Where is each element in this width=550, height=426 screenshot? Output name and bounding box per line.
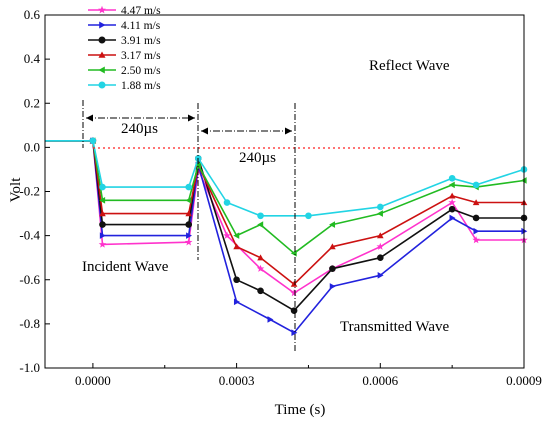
legend-swatch-marker: [99, 21, 106, 29]
reference-lines: [82, 100, 460, 352]
legend-swatch-marker: [98, 81, 106, 89]
series-5-point: [377, 210, 383, 217]
annotation-240us-2: 240µs: [239, 150, 276, 166]
series-4-point: [377, 232, 384, 239]
series-5-point: [448, 181, 455, 189]
series-3-point: [290, 307, 298, 314]
series-4-point: [257, 254, 264, 261]
series-6-point: [305, 212, 312, 220]
series-5-point: [233, 232, 240, 239]
series-5-point: [194, 161, 201, 169]
y-axis-title: Volt: [8, 177, 24, 203]
series-5-point: [99, 197, 106, 204]
series-6-point: [377, 203, 384, 211]
annotation-transmitted-wave: Transmitted Wave: [340, 319, 450, 335]
legend-label: 4.11 m/s: [121, 20, 161, 32]
series-5-point: [257, 221, 264, 228]
series-2-point: [329, 283, 336, 290]
series-1-point: [184, 238, 193, 246]
series-4-point: [185, 210, 192, 217]
series-3-point: [233, 276, 240, 284]
series-2-point: [186, 232, 192, 239]
series-4-point: [448, 192, 456, 199]
axes: [44, 14, 525, 369]
series-6-point: [185, 183, 192, 191]
series-5-point: [185, 197, 192, 204]
y-tick-label: -0.6: [19, 272, 40, 287]
series-4-point: [233, 243, 240, 250]
series-1-point: [223, 231, 231, 239]
series-6-point: [99, 183, 106, 191]
y-tick-label: 0.6: [24, 7, 41, 22]
ticks: 0.0000 0.0003 0.0006 0.0009 -1.0 -0.8 -0.6 -0.4…: [19, 7, 541, 388]
series-1-point: [256, 264, 265, 272]
arrowhead-240-2-right: [285, 127, 292, 135]
series-3-point: [99, 221, 106, 228]
x-tick-label: 0.0009: [506, 373, 542, 388]
series-2-point: [449, 214, 456, 222]
y-tick-label: 0.2: [24, 95, 40, 110]
series-1-point: [376, 242, 385, 250]
series-3-point: [448, 205, 456, 213]
y-tick-label: -1.0: [19, 360, 40, 375]
arrowhead-240-1-left: [86, 114, 93, 122]
legend-swatch-marker: [98, 5, 106, 14]
legend-label: 4.47 m/s: [121, 5, 161, 17]
arrowhead-240-1-right: [188, 114, 195, 122]
annotation-incident-wave: Incident Wave: [82, 259, 169, 275]
series-line-2: [45, 140, 524, 334]
x-tick-label: 0.0003: [219, 373, 255, 388]
annotation-240us-1: 240µs: [121, 121, 158, 137]
series-4-point: [290, 280, 298, 287]
x-axis-title: Time (s): [275, 402, 326, 418]
legend-label: 3.17 m/s: [121, 50, 161, 62]
series-6-point: [223, 199, 231, 206]
series-5-point: [329, 221, 336, 228]
x-tick-label: 0.0000: [75, 373, 111, 388]
series-3-point: [329, 265, 336, 273]
series-1-point: [448, 198, 456, 206]
series-2-point: [377, 272, 384, 279]
series-6-point: [448, 174, 456, 182]
series-2-point: [473, 227, 480, 235]
series-4-point: [472, 199, 480, 206]
legend-swatch-marker: [98, 51, 106, 58]
y-tick-label: -0.8: [19, 316, 40, 331]
series-6-point: [257, 212, 264, 220]
y-tick-label: 0.0: [24, 139, 40, 154]
series-3-point: [185, 221, 192, 228]
series-1-point: [98, 240, 107, 248]
legend-label: 2.50 m/s: [121, 65, 161, 77]
y-tick-label: -0.4: [19, 228, 40, 243]
series-3-point: [377, 254, 384, 261]
series-group: [45, 136, 528, 336]
y-tick-label: 0.4: [24, 51, 41, 66]
series-line-6: [45, 140, 525, 217]
series-4-point: [99, 210, 106, 217]
series-2-point: [99, 232, 106, 239]
series-4-point: [329, 243, 336, 250]
series-3-point: [472, 214, 480, 222]
annotation-reflect-wave: Reflect Wave: [369, 58, 450, 74]
legend-label: 3.91 m/s: [121, 35, 161, 47]
series-3-point: [257, 287, 264, 295]
series-2-point: [233, 298, 240, 306]
plot-frame: [44, 14, 525, 369]
legend-label: 1.88 m/s: [121, 80, 161, 92]
arrowhead-240-2-left: [201, 127, 208, 135]
y-tick-label: -0.2: [19, 184, 40, 199]
series-2-point: [291, 329, 298, 336]
x-tick-label: 0.0006: [362, 373, 398, 388]
legend-swatch-marker: [98, 36, 106, 44]
series-1-point: [290, 289, 298, 297]
series-6-point: [472, 181, 480, 189]
legend: 4.47 m/s 4.11 m/s 3.91 m/s 3.17 m/s 2.50 m/s…: [88, 5, 161, 92]
series-1-point: [472, 236, 480, 244]
series-2-point: [267, 316, 274, 323]
annotations: 240µs 240µs Reflect Wave Incident Wave T…: [82, 58, 450, 335]
legend-swatch-marker: [98, 66, 105, 74]
series-6-point: [89, 137, 97, 145]
